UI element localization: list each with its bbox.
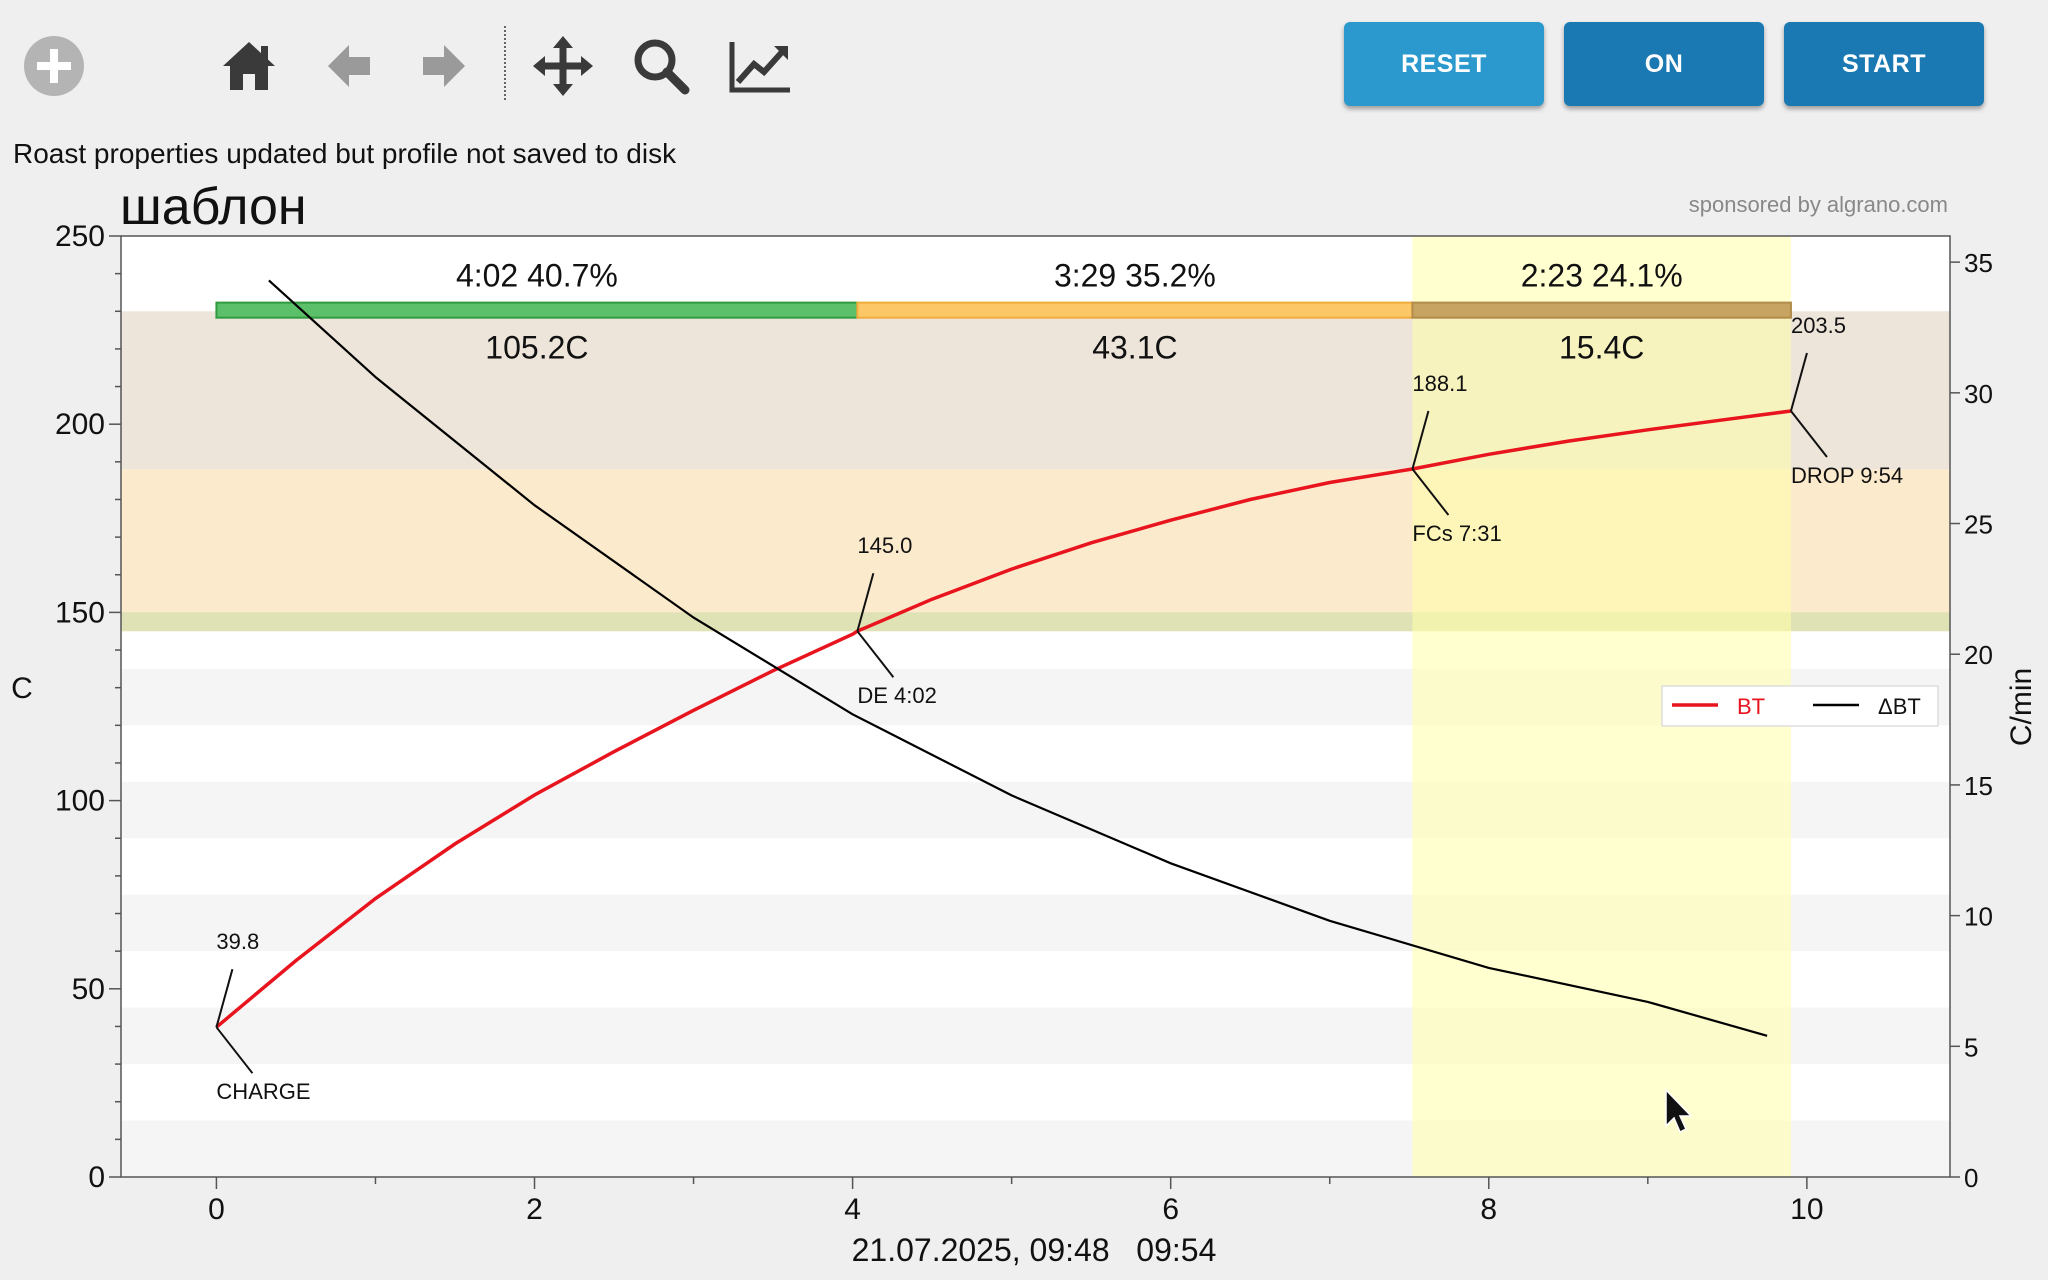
event-value-label: 39.8: [216, 929, 259, 954]
sponsor-text: sponsored by algrano.com: [1689, 192, 1948, 217]
y2-tick-label: 35: [1964, 248, 1993, 278]
x-axis-label: 21.07.2025, 09:48 09:54: [852, 1232, 1217, 1268]
x-tick-label: 2: [526, 1193, 543, 1226]
zoom-magnifier-icon[interactable]: [623, 28, 699, 104]
x-tick-label: 8: [1480, 1193, 1497, 1226]
status-message: Roast properties updated but profile not…: [13, 138, 677, 169]
y-tick-label: 0: [88, 1161, 105, 1194]
phase-delta-label: 105.2C: [485, 330, 588, 366]
delta-bt-line: [268, 279, 1768, 1037]
bt-line: [215, 409, 1792, 1029]
plot-frame: [120, 235, 1951, 1178]
legend: BT ΔBT: [1661, 685, 1939, 727]
y2-tick-label: 0: [1964, 1163, 1978, 1193]
legend-dbt-label: ΔBT: [1878, 694, 1921, 719]
reset-button[interactable]: RESET: [1344, 22, 1544, 106]
event-value-leader: [1789, 352, 1808, 412]
toolbar: RESET ON START: [0, 0, 2048, 130]
roast-chart[interactable]: шаблон sponsored by algrano.com 4:02 40.…: [0, 180, 2048, 1280]
y-tick-label: 150: [55, 596, 105, 629]
x-tick-label: 6: [1162, 1193, 1179, 1226]
event-value-leader: [215, 968, 234, 1028]
back-arrow-icon[interactable]: [311, 28, 387, 104]
y2-tick-label: 20: [1964, 640, 1993, 670]
y2-tick-label: 5: [1964, 1032, 1978, 1062]
y2-tick-label: 10: [1964, 902, 1993, 932]
pan-arrows-icon[interactable]: [525, 28, 601, 104]
event-name-label: DE 4:02: [857, 683, 937, 708]
y-tick-label: 250: [55, 220, 105, 253]
y-tick-label: 50: [72, 973, 105, 1006]
event-name-label: FCs 7:31: [1412, 521, 1501, 546]
chart-title: шаблон: [120, 180, 307, 236]
roast-chart-svg[interactable]: шаблон sponsored by algrano.com 4:02 40.…: [0, 180, 2048, 1280]
toolbar-separator: [504, 26, 506, 100]
cursor-icon: [1665, 1088, 1693, 1134]
event-name-leader: [1790, 410, 1828, 458]
x-tick-label: 0: [208, 1193, 225, 1226]
y2-tick-label: 30: [1964, 379, 1993, 409]
chart-line-icon[interactable]: [722, 28, 798, 104]
x-tick-label: 10: [1790, 1193, 1823, 1226]
phase-delta-label: 15.4C: [1559, 330, 1644, 366]
event-value-leader: [856, 572, 875, 632]
y-tick-label: 100: [55, 785, 105, 818]
phase-delta-label: 43.1C: [1092, 330, 1177, 366]
phase-time-label: 3:29 35.2%: [1054, 258, 1216, 294]
start-button[interactable]: START: [1784, 22, 1984, 106]
home-icon[interactable]: [211, 28, 287, 104]
y2-tick-label: 25: [1964, 510, 1993, 540]
event-name-label: DROP 9:54: [1791, 463, 1903, 488]
y2-tick-label: 15: [1964, 771, 1993, 801]
y-axis-label: C: [11, 672, 33, 705]
event-name-leader: [215, 1026, 254, 1074]
event-value-label: 203.5: [1791, 313, 1846, 338]
plus-circle-icon[interactable]: [16, 28, 92, 104]
plot-layers: 4:02 40.7% 105.2C 3:29 35.2% 43.1C 2:23 24.1…: [55, 220, 1993, 1226]
y-tick-label: 200: [55, 408, 105, 441]
event-value-leader: [1411, 410, 1430, 470]
legend-bt-label: BT: [1737, 694, 1765, 719]
y2-axis-label: C/min: [2005, 668, 2038, 746]
event-name-label: CHARGE: [216, 1079, 310, 1104]
forward-arrow-icon[interactable]: [406, 28, 482, 104]
event-value-label: 145.0: [857, 533, 912, 558]
x-tick-label: 4: [844, 1193, 861, 1226]
phase-time-label: 4:02 40.7%: [456, 258, 618, 294]
on-button[interactable]: ON: [1564, 22, 1764, 106]
phase-time-label: 2:23 24.1%: [1521, 258, 1683, 294]
phase-bar: [215, 301, 859, 319]
event-value-label: 188.1: [1412, 371, 1467, 396]
phase-bar: [856, 301, 1414, 319]
event-name-leader: [856, 630, 895, 678]
event-name-leader: [1411, 468, 1450, 516]
phase-bar: [1411, 301, 1792, 319]
